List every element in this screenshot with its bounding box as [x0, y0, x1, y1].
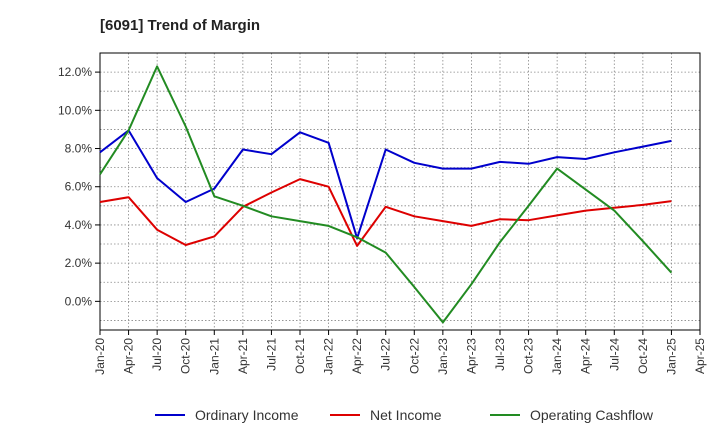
x-tick-label: Jan-25 — [664, 338, 678, 375]
x-tick-label: Jan-22 — [322, 338, 336, 375]
y-axis: 12.0% 10.0% 8.0% 6.0% 4.0% 2.0% 0.0% — [58, 65, 100, 308]
x-tick-label: Jan-21 — [207, 338, 221, 375]
y-tick-label: 2.0% — [65, 256, 93, 270]
x-tick-label: Apr-20 — [122, 338, 136, 374]
y-tick-label: 12.0% — [58, 65, 92, 79]
y-tick-label: 6.0% — [65, 180, 93, 194]
x-tick-label: Jul-22 — [379, 338, 393, 371]
x-tick-label: Oct-21 — [293, 338, 307, 374]
legend-label: Ordinary Income — [195, 407, 299, 423]
x-tick-label: Oct-24 — [636, 338, 650, 374]
series-line-operating-cashflow — [99, 65, 673, 324]
x-tick-label: Oct-20 — [179, 338, 193, 374]
grid-lines — [99, 52, 701, 330]
chart-title: [6091] Trend of Margin — [100, 17, 260, 34]
x-tick-label: Oct-23 — [522, 338, 536, 374]
y-tick-label: 4.0% — [65, 218, 93, 232]
x-tick-label: Jan-20 — [93, 338, 107, 375]
series-lines — [99, 65, 673, 324]
x-tick-label: Jul-24 — [607, 338, 621, 371]
series-line-ordinary-income — [99, 129, 672, 240]
x-tick-label: Jul-23 — [493, 338, 507, 371]
legend-label: Net Income — [370, 407, 442, 423]
x-tick-label: Apr-25 — [693, 338, 707, 374]
y-tick-label: 8.0% — [65, 142, 93, 156]
x-tick-label: Apr-21 — [236, 338, 250, 374]
x-axis: Jan-20 Apr-20 Jul-20 Oct-20 Jan-21 Apr-21 Jul-… — [93, 330, 707, 375]
x-tick-label: Jan-24 — [550, 338, 564, 375]
x-tick-label: Oct-22 — [407, 338, 421, 374]
series-line-net-income — [99, 178, 672, 247]
x-tick-label: Apr-23 — [464, 338, 478, 374]
legend-label: Operating Cashflow — [530, 407, 654, 423]
x-tick-label: Apr-24 — [579, 338, 593, 374]
legend: Ordinary Income Net Income Operating Cashf… — [155, 407, 654, 423]
x-tick-label: Jul-20 — [150, 338, 164, 371]
plot-area — [99, 52, 701, 331]
x-tick-label: Jul-21 — [264, 338, 278, 371]
y-tick-label: 0.0% — [65, 294, 93, 308]
y-tick-label: 10.0% — [58, 103, 92, 117]
x-tick-label: Apr-22 — [350, 338, 364, 374]
x-tick-label: Jan-23 — [436, 338, 450, 375]
